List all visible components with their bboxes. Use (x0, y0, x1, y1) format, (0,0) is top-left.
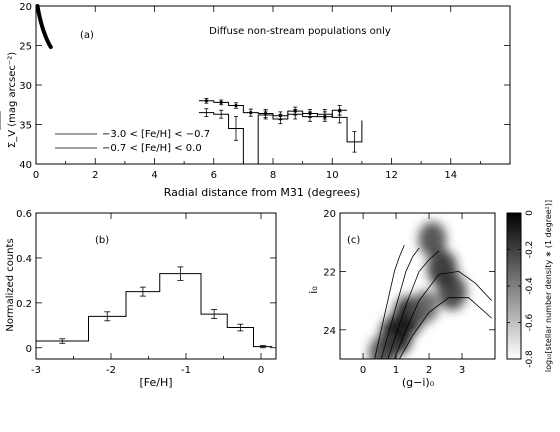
panel-a-xlabel: Radial distance from M31 (degrees) (164, 186, 361, 199)
colorbar-tick-label: -0.8 (525, 350, 535, 368)
isochrone-line (380, 247, 420, 359)
x-tick-label: 8 (270, 170, 276, 181)
panel-c-ticks: 0 1 2 3 20 22 24 (323, 209, 495, 376)
x-tick-label: 10 (326, 170, 339, 181)
density-blob (437, 273, 467, 310)
density-blob (412, 290, 439, 323)
y-tick-label: 25 (19, 42, 32, 53)
x-tick-label: 2 (92, 170, 98, 181)
colorbar-ticks: -0.8 -0.6 -0.4 -0.2 0 (507, 210, 535, 368)
y-tick-label: 24 (323, 326, 336, 337)
x-tick-label: -2 (106, 365, 116, 376)
panel-a-ticks: 0 2 4 6 8 10 12 14 20 25 30 35 40 (19, 2, 510, 181)
panel-c-label: (c) (347, 235, 360, 246)
x-tick-label: 6 (211, 170, 217, 181)
panel-c-xlabel: (g−i)₀ (402, 376, 435, 389)
y-tick-label: 0.4 (16, 254, 32, 265)
y-tick-label: 0.2 (16, 299, 32, 310)
panel-b-ylabel: Normalized counts (5, 238, 16, 331)
panel-a-legend: −3.0 < [Fe/H] < −0.7 −0.7 < [Fe/H] < 0.0 (55, 129, 210, 154)
x-tick-label: 0 (33, 170, 39, 181)
data-point (249, 111, 253, 115)
colorbar-tick-label: -0.2 (525, 241, 535, 259)
panel-c-ylabel: i₀ (307, 286, 320, 294)
x-tick-label: -1 (181, 365, 191, 376)
histogram-steps (36, 273, 273, 348)
panel-a-ylabel: Σ_V (mag arcsec⁻²) (7, 52, 18, 148)
y-tick-label: 0.6 (16, 209, 32, 220)
panel-b-label: (b) (95, 235, 109, 246)
panel-c-frame (339, 212, 496, 360)
x-tick-label: 4 (151, 170, 157, 181)
panel-b-xlabel: [Fe/H] (139, 376, 172, 389)
panel-a-title: Diffuse non-stream populations only (209, 26, 391, 37)
y-tick-label: 35 (19, 121, 32, 132)
colorbar-tick-label: -0.4 (525, 277, 535, 295)
panel-a-label: (a) (80, 30, 94, 41)
y-tick-label: 20 (323, 209, 336, 220)
y-tick-label: 22 (323, 267, 336, 278)
y-tick-label: 0 (26, 344, 32, 355)
x-tick-label: 14 (444, 170, 457, 181)
y-tick-label: 20 (19, 2, 32, 13)
panel-b: (b) [Fe/H] Normalized counts -3 -2 -1 0 0 0.2… (5, 209, 277, 389)
x-tick-label: 3 (459, 365, 465, 376)
isochrone-line (387, 250, 440, 359)
panel-b-ticks: -3 -2 -1 0 0 0.2 0.4 0.6 (16, 209, 276, 376)
y-tick-label: 30 (19, 81, 32, 92)
panel-c-density (368, 221, 467, 359)
panel-a: (a) Diffuse non-stream populations only … (0, 2, 511, 199)
thick-profile-line (35, 4, 53, 50)
colorbar-tick-label: 0 (525, 210, 535, 216)
density-blob (418, 221, 447, 257)
data-point (219, 100, 223, 104)
x-tick-label: 0 (258, 365, 264, 376)
data-point (204, 99, 208, 103)
legend-label-metal-rich: −0.7 < [Fe/H] < 0.0 (102, 143, 202, 154)
isochrone-line (399, 297, 492, 359)
x-tick-label: 2 (426, 365, 432, 376)
isochrone-line (374, 244, 405, 359)
panel-c-isochrones (374, 244, 492, 359)
data-point (234, 103, 238, 108)
data-point (338, 108, 342, 112)
colorbar-tick-label: -0.6 (525, 313, 535, 331)
x-tick-label: 1 (393, 365, 399, 376)
y-tick-label: 40 (19, 160, 32, 171)
x-tick-label: 0 (360, 365, 366, 376)
panel-b-frame (35, 212, 277, 360)
colorbar-label: log₁₀[stellar number density ∗ (1 degree… (544, 200, 553, 372)
panel-a-marks (0, 4, 363, 165)
x-tick-label: -3 (31, 365, 41, 376)
step-line (198, 112, 363, 165)
legend-label-metal-poor: −3.0 < [Fe/H] < −0.7 (102, 129, 210, 140)
x-tick-label: 12 (385, 170, 398, 181)
panel-b-marks (36, 266, 273, 349)
isochrone-line (394, 270, 492, 359)
